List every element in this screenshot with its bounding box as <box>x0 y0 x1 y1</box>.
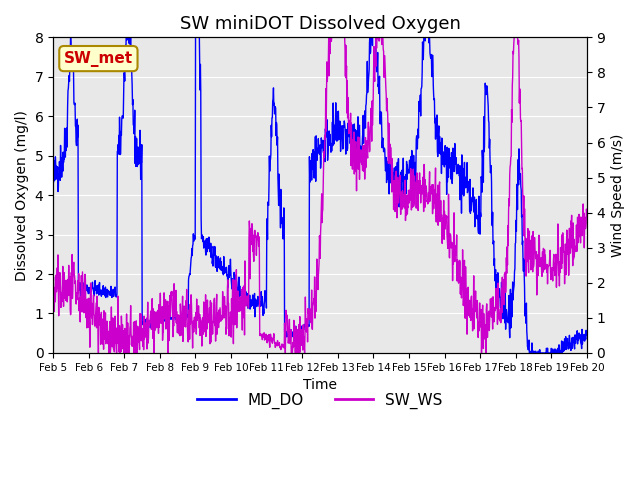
SW_WS <box>325 35 333 40</box>
Line: MD_DO: MD_DO <box>53 18 587 353</box>
SW_WS <box>583 212 591 218</box>
Y-axis label: Wind Speed (m/s): Wind Speed (m/s) <box>611 133 625 257</box>
SW_WS <box>156 324 163 330</box>
SW_WS <box>473 298 481 303</box>
MD_DO <box>583 332 591 337</box>
SW_WS <box>49 282 57 288</box>
MD_DO <box>403 177 411 182</box>
Title: SW miniDOT Dissolved Oxygen: SW miniDOT Dissolved Oxygen <box>180 15 460 33</box>
MD_DO <box>124 15 132 21</box>
MD_DO <box>49 173 57 179</box>
Text: SW_met: SW_met <box>64 50 133 67</box>
Line: SW_WS: SW_WS <box>53 37 587 353</box>
SW_WS <box>168 301 176 307</box>
Legend: MD_DO, SW_WS: MD_DO, SW_WS <box>191 386 449 415</box>
X-axis label: Time: Time <box>303 378 337 392</box>
MD_DO <box>156 318 163 324</box>
MD_DO <box>473 215 481 221</box>
SW_WS <box>403 211 411 217</box>
SW_WS <box>95 350 102 356</box>
MD_DO <box>525 350 533 356</box>
SW_WS <box>228 321 236 327</box>
MD_DO <box>520 256 527 262</box>
MD_DO <box>228 286 236 292</box>
Y-axis label: Dissolved Oxygen (mg/l): Dissolved Oxygen (mg/l) <box>15 110 29 281</box>
MD_DO <box>168 314 176 320</box>
SW_WS <box>520 233 528 239</box>
